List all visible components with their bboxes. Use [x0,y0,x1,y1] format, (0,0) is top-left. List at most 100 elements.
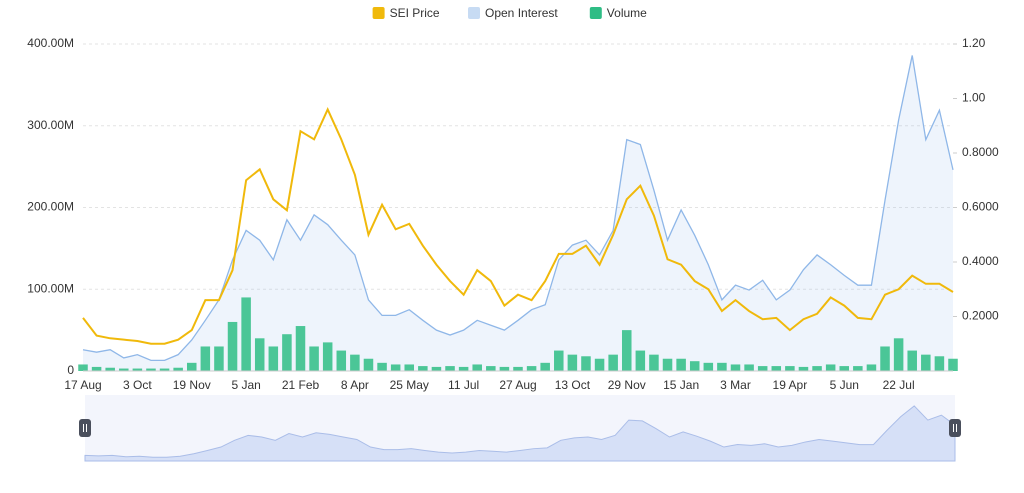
y-tick-label: 200.00M [27,200,74,214]
volume-bar [540,362,550,371]
volume-bar [825,364,836,371]
volume-bar [662,358,673,371]
volume-bar [839,366,850,371]
x-tick-label: 25 May [390,378,429,392]
volume-bar [581,356,591,371]
volume-bar [119,368,129,371]
volume-bar [744,364,754,371]
volume-bar [458,366,469,371]
volume-bar [921,354,931,371]
volume-bar [880,346,890,371]
volume-bar [866,364,877,371]
volume-bar [227,321,238,371]
area-line [82,55,954,362]
volume-bar [268,346,279,371]
x-tick-label: 27 Aug [499,378,536,392]
legend-swatch[interactable] [372,7,385,19]
volume-bar [309,346,319,371]
x-tick-label: 3 Oct [123,378,152,392]
volume-bar [91,366,102,371]
y-tick-label: 400.00M [27,36,74,50]
navigator-handle[interactable] [79,419,91,437]
volume-bar [159,368,170,371]
legend-swatch[interactable] [468,7,480,19]
volume-bar [404,364,415,371]
volume-bar [173,367,183,371]
volume-bar [350,354,360,371]
area-fill [83,55,953,371]
volume-bar [282,334,292,371]
x-tick-label: 3 Mar [720,378,751,392]
volume-bar [336,350,347,371]
y2-tick-label: 1.00 [962,91,986,105]
volume-bar [214,346,224,371]
legend-label[interactable]: SEI Price [390,6,440,20]
volume-bar [132,368,143,371]
volume-bar [513,366,523,371]
y-tick-label: 300.00M [27,118,74,132]
volume-bar [934,356,945,371]
volume-bar [893,338,904,371]
price-line [82,106,954,345]
navigator-handle[interactable] [949,419,961,437]
volume-bar [594,358,605,371]
volume-bar [445,366,455,371]
y-tick-label: 100.00M [27,281,74,295]
y2-tick-label: 1.20 [962,36,986,50]
volume-bar [567,354,578,371]
x-tick-label: 19 Apr [773,378,808,392]
volume-bar [689,361,700,371]
x-tick-label: 8 Apr [341,378,369,392]
y2-tick-label: 0.6000 [962,200,999,214]
x-tick-label: 22 Jul [883,378,915,392]
volume-bar [105,367,115,371]
volume-bar [78,364,88,371]
y2-tick-label: 0.4000 [962,254,999,268]
y2-tick-label: 0.2000 [962,309,999,323]
x-tick-label: 29 Nov [608,378,646,392]
y2-tick-label: 0.8000 [962,145,999,159]
volume-bar [717,362,727,371]
volume-bar [771,366,782,371]
volume-bar [377,362,387,371]
volume-bar [649,354,659,371]
x-tick-label: 21 Feb [282,378,320,392]
volume-bar [526,366,537,371]
volume-bar [363,358,374,371]
x-tick-label: 19 Nov [173,378,211,392]
x-tick-label: 5 Jun [830,378,859,392]
volume-bar [418,366,428,371]
volume-bar [907,350,917,371]
volume-bar [499,366,510,371]
volume-bar [676,358,686,371]
volume-bar [798,366,809,371]
volume-bar [254,338,265,371]
y-tick-label: 0 [67,363,74,377]
volume-bar [200,346,211,371]
legend-swatch[interactable] [589,7,602,19]
volume-bar [390,364,401,371]
x-tick-label: 15 Jan [663,378,699,392]
legend-label[interactable]: Volume [607,6,647,20]
x-tick-label: 17 Aug [64,378,101,392]
volume-bar [486,366,496,371]
legend-label[interactable]: Open Interest [485,6,558,20]
volume-bar [295,326,306,371]
volume-bar [431,366,442,371]
volume-bar [757,366,768,371]
volume-bar [730,364,741,371]
volume-bar [241,297,251,371]
volume-bar [812,366,822,371]
volume-bar [608,354,618,371]
volume-bar [621,330,632,371]
volume-bar [635,350,646,371]
volume-bar [322,342,333,371]
volume-bar [146,368,156,371]
x-tick-label: 13 Oct [555,378,591,392]
volume-bar [472,364,482,371]
volume-bar [853,366,863,371]
x-tick-label: 11 Jul [448,378,479,392]
volume-bar [948,358,958,371]
navigator-area [84,405,956,462]
